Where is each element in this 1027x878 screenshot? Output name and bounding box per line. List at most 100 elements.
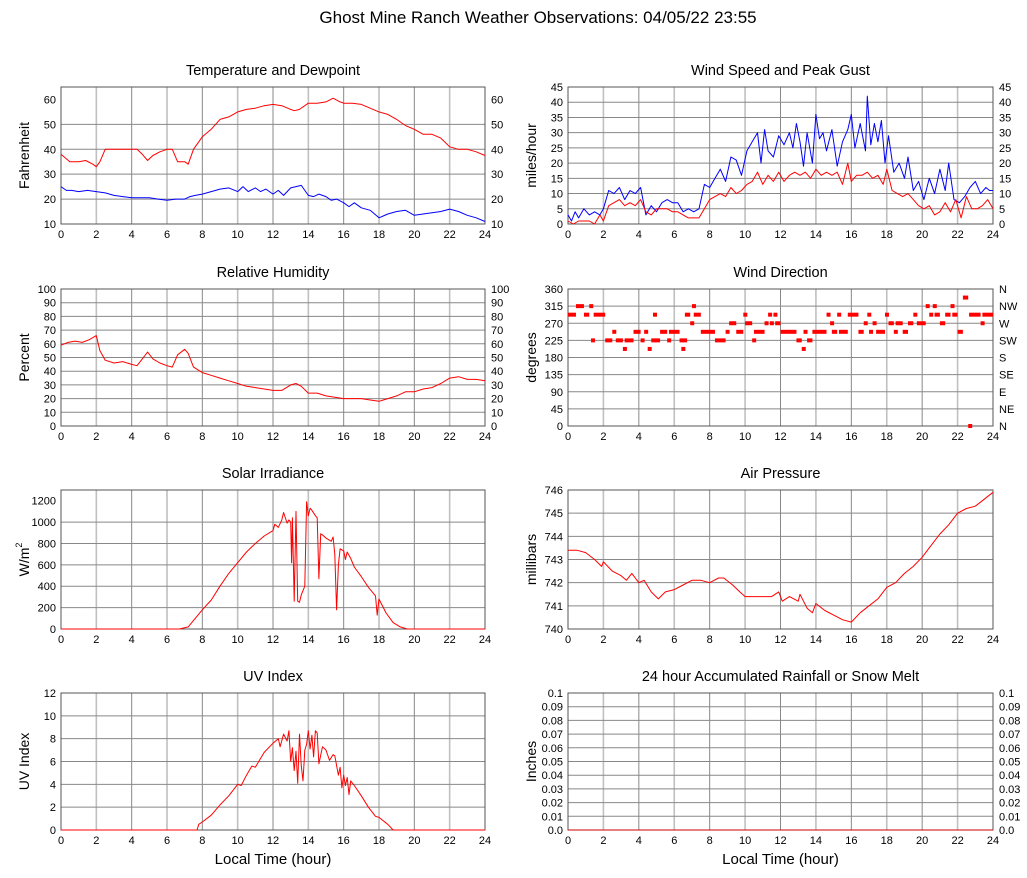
- series-line-relative-humidity: [60, 335, 486, 402]
- x-tick-label: 6: [164, 431, 170, 443]
- series-line-solar-irradiance: [61, 501, 485, 630]
- y-tick-label: 0.07: [542, 729, 563, 741]
- y-axis-label-text: Inches: [523, 741, 539, 782]
- x-tick-label: 2: [600, 431, 606, 443]
- wind-direction-point: [653, 312, 657, 317]
- wind-direction-point: [858, 329, 864, 334]
- wind-direction-point: [593, 312, 606, 317]
- wind-direction-point: [693, 312, 701, 317]
- x-tick-label: 22: [951, 229, 963, 241]
- y-axis-label-superscript: 2: [14, 543, 24, 548]
- x-tick-label: 2: [600, 835, 606, 847]
- x-tick-label: 16: [845, 634, 857, 646]
- right-tick-label: 60: [491, 94, 503, 106]
- y-axis-label: Inches: [523, 741, 539, 782]
- wind-direction-point: [568, 312, 576, 317]
- y-axis-label: W/m2: [14, 543, 32, 577]
- y-tick-label: 740: [545, 624, 563, 636]
- x-tick-label: 10: [739, 431, 751, 443]
- y-tick-label: 400: [38, 581, 56, 593]
- y-tick-label: 0.1: [548, 688, 563, 700]
- right-tick-label: S: [999, 353, 1006, 365]
- y-tick-label: 20: [44, 394, 56, 406]
- x-tick-label: 20: [408, 229, 420, 241]
- x-tick-label: 10: [232, 634, 244, 646]
- chart-title: UV Index: [243, 669, 303, 685]
- x-tick-label: 24: [479, 229, 491, 241]
- y-axis-label: millibars: [523, 534, 539, 585]
- x-tick-label: 4: [636, 229, 642, 241]
- wind-direction-point: [684, 312, 691, 317]
- x-tick-label: 20: [408, 431, 420, 443]
- y-tick-label: 0: [50, 624, 56, 636]
- air-pressure-chart: Air Pressure millibars 740 741 742 743 744 745 7…: [523, 466, 999, 646]
- wind-direction-point: [796, 338, 802, 343]
- right-tick-label: 20: [491, 394, 503, 406]
- x-axis-label: Local Time (hour): [722, 851, 839, 868]
- x-tick-label: 24: [479, 634, 491, 646]
- wind-direction-point: [644, 329, 649, 334]
- wind-direction-point: [803, 329, 808, 334]
- y-tick-label: 0: [557, 421, 563, 433]
- x-tick-label: 6: [164, 634, 170, 646]
- wind-direction-point: [929, 312, 934, 317]
- y-tick-label: 80: [44, 311, 56, 323]
- x-tick-label: 24: [987, 431, 999, 443]
- right-tick-label: 30: [491, 380, 503, 392]
- y-tick-label: 1200: [32, 496, 56, 508]
- x-tick-label: 2: [93, 634, 99, 646]
- wind-direction-point: [729, 321, 737, 326]
- right-tick-label: 0.08: [999, 715, 1020, 727]
- x-tick-label: 18: [373, 431, 385, 443]
- y-tick-label: 200: [38, 603, 56, 615]
- x-tick-label: 14: [302, 229, 314, 241]
- right-tick-label: 35: [999, 112, 1011, 124]
- x-tick-label: 2: [600, 229, 606, 241]
- y-tick-label: 30: [551, 128, 563, 140]
- chart-title: Wind Direction: [733, 265, 827, 281]
- y-axis-label-text: millibars: [523, 534, 539, 585]
- right-tick-label: 0: [491, 421, 497, 433]
- wind-direction-point: [773, 312, 778, 317]
- y-tick-label: 4: [50, 779, 56, 791]
- wind-direction-point: [888, 321, 894, 326]
- x-tick-label: 16: [338, 229, 350, 241]
- x-tick-label: 6: [671, 229, 677, 241]
- y-tick-label: 600: [38, 560, 56, 572]
- wind-direction-point: [768, 312, 773, 317]
- solar-irradiance-chart: Solar IrradianceW/m202004006008001000120…: [14, 466, 491, 646]
- y-tick-label: 10: [44, 407, 56, 419]
- x-tick-label: 20: [916, 229, 928, 241]
- x-tick-label: 14: [302, 835, 314, 847]
- y-tick-label: 40: [44, 366, 56, 378]
- x-tick-label: 16: [338, 431, 350, 443]
- x-tick-label: 18: [881, 835, 893, 847]
- right-tick-label: 0.03: [999, 784, 1020, 796]
- right-tick-label: 30: [491, 169, 503, 181]
- y-tick-label: 743: [545, 555, 563, 567]
- wind-direction-point: [969, 312, 981, 317]
- plot-frame: [567, 288, 994, 427]
- wind-direction-point: [913, 312, 918, 317]
- x-tick-label: 20: [916, 835, 928, 847]
- x-tick-label: 0: [565, 431, 571, 443]
- right-tick-label: SE: [999, 370, 1014, 382]
- wind-direction-point: [743, 312, 748, 317]
- y-tick-label: 70: [44, 325, 56, 337]
- wind-direction-point: [893, 329, 898, 334]
- x-tick-label: 2: [93, 835, 99, 847]
- right-tick-label: 0.01: [999, 811, 1020, 823]
- x-tick-label: 0: [58, 835, 64, 847]
- wind-direction-point: [714, 338, 726, 343]
- series-line-uv-index: [61, 730, 485, 831]
- y-tick-label: 10: [44, 219, 56, 231]
- x-tick-label: 22: [951, 634, 963, 646]
- right-tick-label: 30: [999, 128, 1011, 140]
- right-tick-label: 45: [999, 82, 1011, 94]
- wind-direction-point: [812, 329, 827, 334]
- y-tick-label: 90: [44, 298, 56, 310]
- right-tick-label: W: [999, 318, 1010, 330]
- wind-direction-point: [837, 312, 842, 317]
- right-tick-label: 90: [491, 298, 503, 310]
